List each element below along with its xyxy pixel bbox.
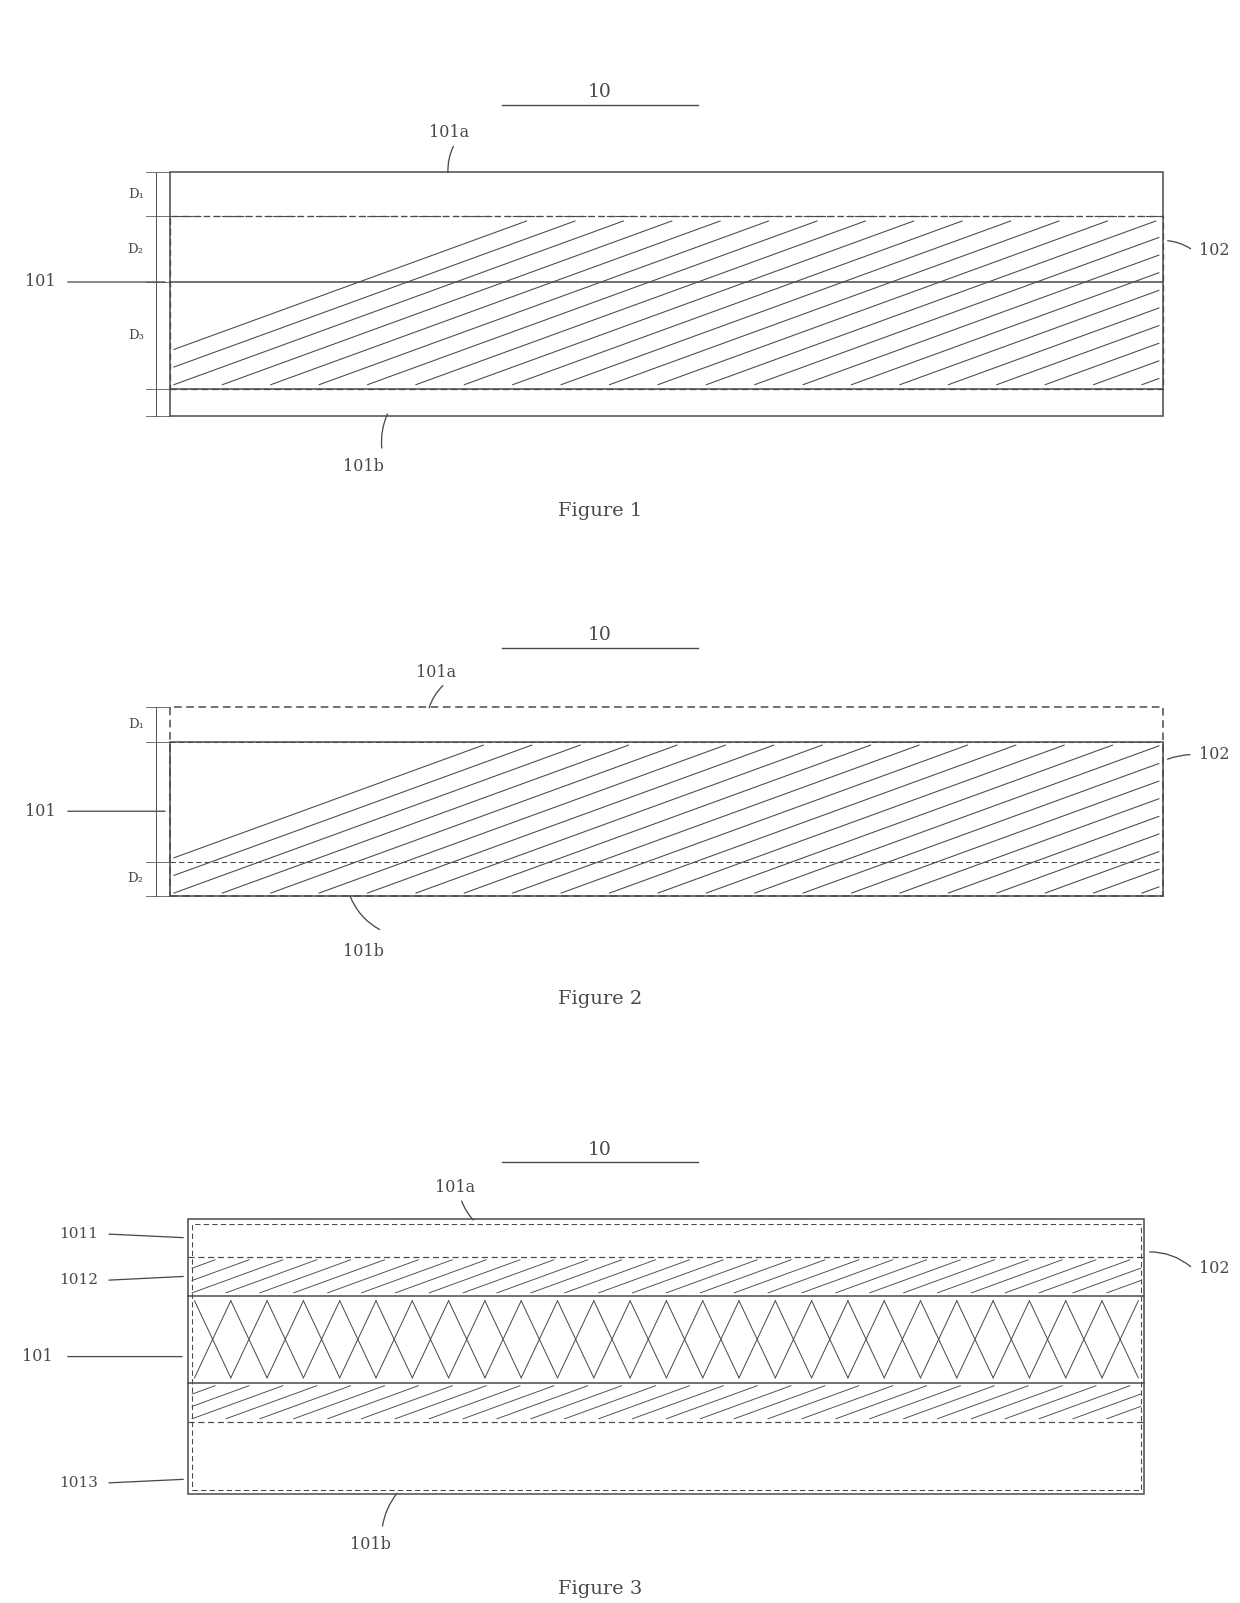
Bar <box>192 1223 1141 1489</box>
Text: D₃: D₃ <box>128 329 144 341</box>
Text: 10: 10 <box>588 83 611 101</box>
Text: D₂: D₂ <box>128 242 144 255</box>
Text: 101: 101 <box>25 803 56 819</box>
Text: Figure 1: Figure 1 <box>558 502 642 519</box>
Text: Figure 2: Figure 2 <box>558 989 642 1008</box>
Text: 102: 102 <box>1199 745 1229 763</box>
Text: 1012: 1012 <box>58 1273 98 1287</box>
Bar <box>170 216 1163 390</box>
Bar <box>170 742 1163 896</box>
Bar <box>170 172 1163 417</box>
Text: 1011: 1011 <box>58 1226 98 1241</box>
Text: 101a: 101a <box>434 1178 475 1196</box>
Text: 101b: 101b <box>343 458 384 474</box>
Text: D₁: D₁ <box>128 718 144 731</box>
Text: 10: 10 <box>588 627 611 644</box>
Text: Figure 3: Figure 3 <box>558 1579 642 1598</box>
Text: 101: 101 <box>22 1348 53 1366</box>
Bar <box>188 1218 1145 1494</box>
Text: 101: 101 <box>25 274 56 290</box>
Text: 10: 10 <box>588 1141 611 1159</box>
Text: 101a: 101a <box>429 125 469 141</box>
Text: D₂: D₂ <box>128 872 144 885</box>
Text: D₁: D₁ <box>128 188 144 200</box>
Bar <box>170 707 1163 896</box>
Text: 101b: 101b <box>350 1536 391 1553</box>
Text: 101b: 101b <box>343 943 384 960</box>
Text: 102: 102 <box>1199 1260 1229 1278</box>
Text: 1013: 1013 <box>58 1476 98 1489</box>
Text: 102: 102 <box>1199 242 1229 258</box>
Text: 101a: 101a <box>417 664 456 681</box>
